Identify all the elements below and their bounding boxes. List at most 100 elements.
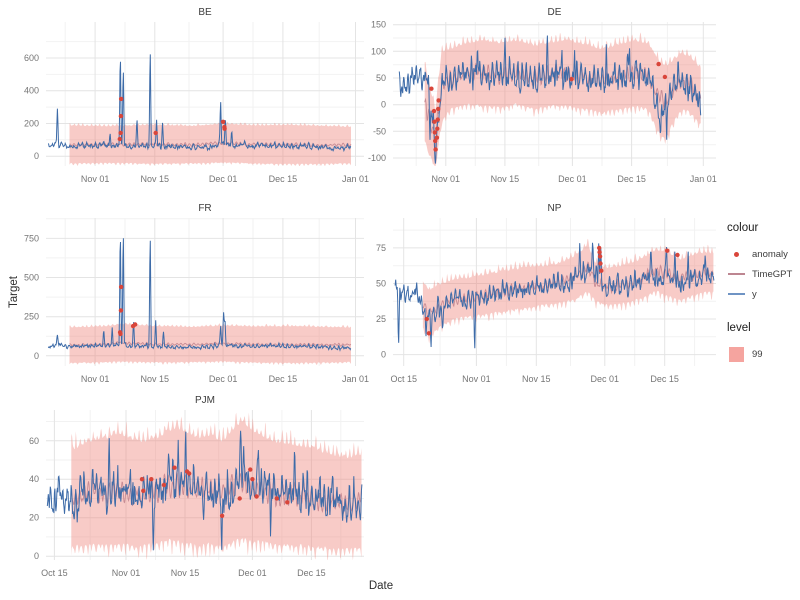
anomaly-point xyxy=(436,106,441,112)
x-axis-tick-label: Nov 15 xyxy=(171,568,200,578)
x-axis-tick-label: Nov 01 xyxy=(462,374,491,384)
x-axis-tick-label: Dec 15 xyxy=(297,568,326,578)
panel-PJM: Oct 15 Nov 01 Nov 15 Dec 01 Dec 15 0 20 40 60 PJM xyxy=(29,395,364,578)
panel-title: BE xyxy=(198,7,212,18)
anomaly-point xyxy=(597,245,602,251)
x-axis-tick-label: Nov 15 xyxy=(141,174,170,184)
y-axis-tick-label: -100 xyxy=(368,153,386,163)
anomaly-point xyxy=(662,74,668,80)
anomaly-point xyxy=(118,130,123,136)
y-axis-tick-label: 600 xyxy=(24,53,39,63)
anomaly-point xyxy=(187,471,192,476)
y-axis-tick-label: 75 xyxy=(376,243,386,253)
y-axis-tick-label: 50 xyxy=(376,279,386,289)
anomaly-point xyxy=(139,477,145,482)
panel-title: DE xyxy=(548,7,562,18)
anomaly-point xyxy=(220,119,226,125)
x-axis-tick-label: Nov 01 xyxy=(81,374,110,384)
anomaly-point xyxy=(118,113,124,119)
x-axis-tick-label: Jan 01 xyxy=(690,174,717,184)
legend: colour anomaly TimeGPT y level 99 xyxy=(727,222,792,364)
panel-BE: Nov 01 Nov 15 Dec 01 Dec 15 Jan 01 0 200 400 600… xyxy=(24,7,369,184)
x-axis-tick-label: Nov 01 xyxy=(112,568,141,578)
y-axis-tick-label: 25 xyxy=(376,314,386,324)
x-axis-tick-label: Nov 15 xyxy=(522,374,551,384)
x-axis-tick-label: Dec 01 xyxy=(238,568,267,578)
anomaly-point xyxy=(675,252,680,258)
anomaly-point xyxy=(424,316,429,322)
x-axis-tick-label: Jan 01 xyxy=(342,374,369,384)
y-axis-tick-label: 0 xyxy=(34,151,39,161)
x-axis-tick-label: Jan 01 xyxy=(342,174,369,184)
level-swatch-icon xyxy=(728,346,744,362)
panel-series-NP xyxy=(394,238,715,349)
anomaly-point xyxy=(432,130,437,135)
anomaly-point xyxy=(435,117,440,122)
x-axis-tick-label: Dec 15 xyxy=(617,174,646,184)
panel-DE: Nov 01 Nov 15 Dec 01 Dec 15 Jan 01 -100 -50 0 50… xyxy=(368,7,717,184)
y-axis-tick-label: 20 xyxy=(29,513,39,523)
legend-label-level-99: 99 xyxy=(752,348,763,360)
anomaly-point xyxy=(598,261,603,266)
legend-item-y: y xyxy=(727,284,792,304)
anomaly-point xyxy=(117,136,123,142)
legend-label-anomaly: anomaly xyxy=(752,248,788,260)
y-axis-tick-label: 0 xyxy=(34,351,39,361)
y-line xyxy=(47,238,352,352)
legend-colour-title: colour xyxy=(727,222,759,234)
anomaly-point xyxy=(133,322,138,327)
y-axis-tick-label: 100 xyxy=(371,46,386,56)
anomaly-point xyxy=(656,61,661,67)
y-line xyxy=(398,35,702,164)
x-axis-tick-label: Dec 01 xyxy=(209,374,238,384)
y-axis-tick-label: 0 xyxy=(381,350,386,360)
y-axis-tick-label: 500 xyxy=(24,273,39,283)
y-line xyxy=(47,54,352,153)
anomaly-point xyxy=(435,126,440,131)
y-axis-tick-label: 60 xyxy=(29,436,39,446)
x-axis-tick-label: Dec 01 xyxy=(209,174,238,184)
x-axis-tick-label: Nov 01 xyxy=(81,174,110,184)
y-axis-tick-label: -50 xyxy=(373,126,386,136)
x-axis-tick-label: Nov 15 xyxy=(491,174,520,184)
y-line xyxy=(46,430,363,551)
anomaly-point xyxy=(118,284,124,290)
y-axis-tick-label: 0 xyxy=(34,551,39,561)
y-axis-label: Target xyxy=(8,276,20,308)
legend-label-y: y xyxy=(752,288,757,300)
x-axis-tick-label: Oct 15 xyxy=(41,568,68,578)
anomaly-point xyxy=(248,467,253,472)
x-axis-tick-label: Dec 01 xyxy=(558,174,587,184)
timegpt-line-icon xyxy=(727,273,745,275)
anomaly-point xyxy=(431,108,437,114)
y-line-icon xyxy=(727,293,745,295)
anomaly-point xyxy=(254,494,259,499)
anomaly-point xyxy=(599,268,604,273)
anomaly-point xyxy=(597,250,602,255)
x-axis-tick-label: Dec 15 xyxy=(269,174,298,184)
anomaly-point xyxy=(432,119,437,124)
anomaly-point xyxy=(285,500,290,505)
anomaly-point xyxy=(141,488,146,493)
panel-title: PJM xyxy=(195,395,215,406)
x-axis-tick-label: Dec 01 xyxy=(591,374,620,384)
panel-series-FR xyxy=(47,238,352,365)
legend-level-title: level xyxy=(727,322,751,334)
anomaly-point-icon xyxy=(733,251,739,257)
x-axis-tick-label: Dec 15 xyxy=(650,374,679,384)
anomaly-point xyxy=(250,477,255,482)
y-axis-tick-label: 750 xyxy=(24,233,39,243)
x-axis-label: Date xyxy=(368,580,394,592)
anomaly-point xyxy=(172,465,177,470)
anomaly-point xyxy=(118,96,124,102)
legend-item-timegpt: TimeGPT xyxy=(727,264,792,284)
x-axis-tick-label: Nov 15 xyxy=(141,374,170,384)
anomaly-point xyxy=(426,331,432,336)
y-axis-tick-label: 150 xyxy=(371,20,386,30)
anomaly-point xyxy=(597,254,603,259)
x-axis-tick-label: Oct 15 xyxy=(390,374,417,384)
anomaly-point xyxy=(665,248,670,253)
anomaly-point xyxy=(237,496,242,501)
legend-label-timegpt: TimeGPT xyxy=(752,268,793,280)
